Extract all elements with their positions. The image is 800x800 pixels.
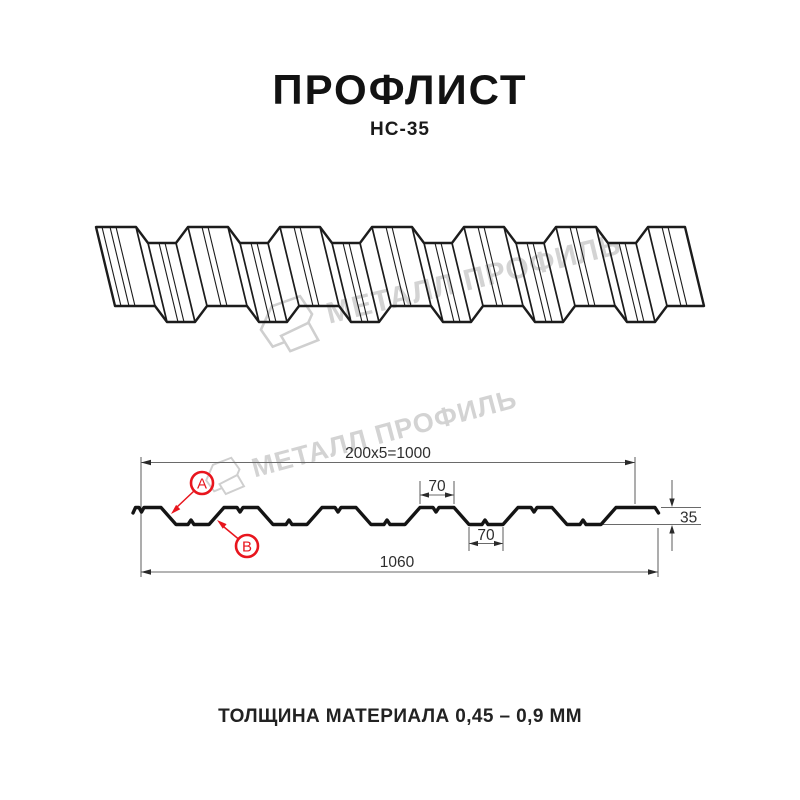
- profile-cross-section: [131, 505, 661, 527]
- dimension-arrowheads: [141, 459, 675, 575]
- profile-3d-drawing: [94, 225, 706, 324]
- dim-total-width-label: 1060: [380, 554, 415, 571]
- metal-profil-logo-icon: [205, 456, 246, 496]
- marker-a-letter: А: [197, 476, 207, 493]
- profile-code-subtitle: НС-35: [370, 119, 430, 140]
- dim-top-label: 200x5=1000: [345, 445, 431, 462]
- dimension-lines: [140, 457, 701, 577]
- marker-a-arrow: [171, 504, 181, 514]
- marker-a-badge: А: [171, 470, 215, 514]
- dim-rib-bottom-label: 70: [477, 527, 495, 544]
- section-diagram: 200x5=1000 70 70 35 1060 А В: [131, 445, 701, 577]
- marker-b-badge: В: [217, 520, 260, 559]
- watermark-metal-profil: МЕТАЛЛ ПРОФИЛЬ: [198, 380, 521, 501]
- marker-b-letter: В: [242, 539, 252, 556]
- sheet-outline: [94, 225, 706, 324]
- sheet-groove-lines: [101, 226, 688, 323]
- sheet-fold-lines: [135, 226, 668, 323]
- dim-height-label: 35: [680, 510, 697, 527]
- dim-rib-top-label: 70: [428, 478, 446, 495]
- material-thickness-note: ТОЛЩИНА МАТЕРИАЛА 0,45 – 0,9 ММ: [218, 706, 582, 727]
- page-title: ПРОФЛИСТ: [272, 66, 528, 113]
- marker-b-arrow: [217, 520, 227, 529]
